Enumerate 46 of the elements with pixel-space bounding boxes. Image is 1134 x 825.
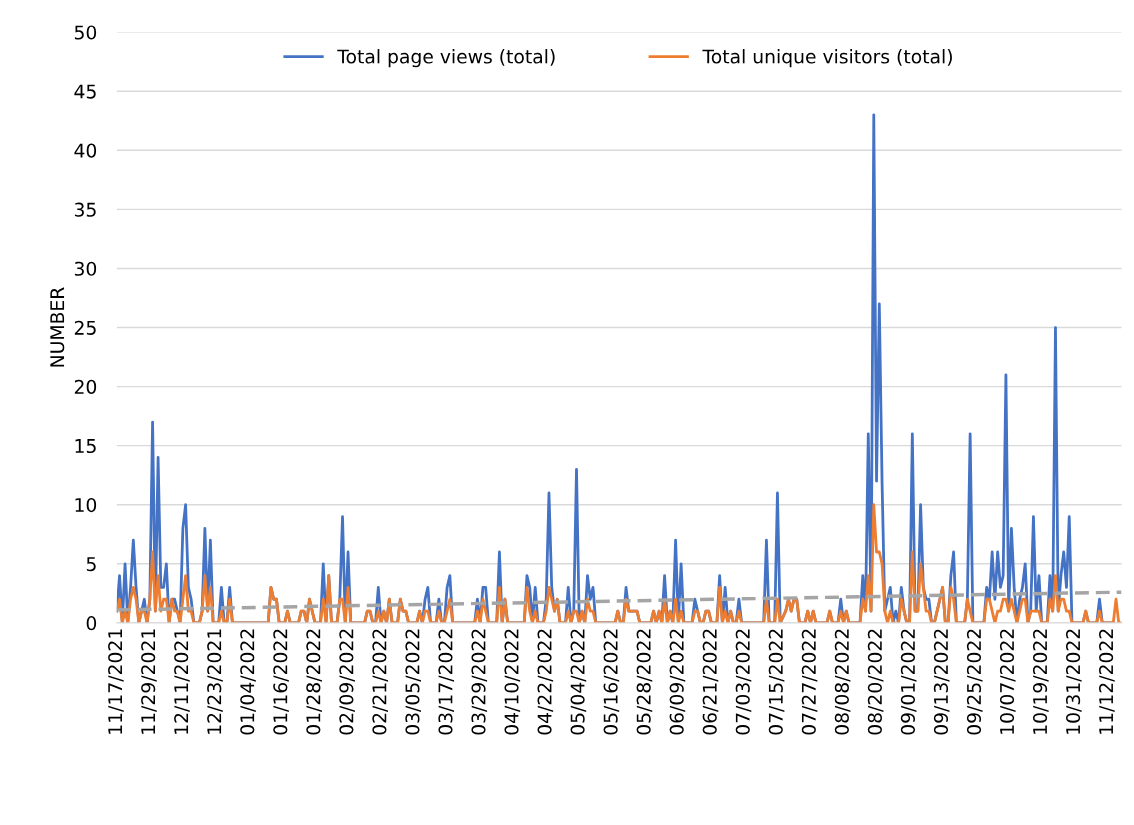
x-tick-label: 11/12/2022 (1099, 629, 1115, 734)
x-tick-label: 09/25/2022 (966, 629, 983, 735)
y-tick-label: 50 (74, 25, 97, 40)
x-tick-label: 07/03/2022 (735, 629, 752, 735)
x-tick-label: 05/16/2022 (603, 629, 620, 735)
x-tick-label: 10/19/2022 (1032, 629, 1049, 734)
line-series (116, 503, 1122, 623)
x-tick-label: 05/04/2022 (570, 629, 587, 735)
x-tick-label: 07/27/2022 (801, 629, 818, 735)
y-tick-label: 0 (86, 616, 97, 631)
x-tick-label: 06/09/2022 (669, 629, 686, 735)
x-tick-label: 12/23/2021 (207, 629, 223, 734)
y-tick-label: 30 (74, 261, 97, 276)
y-axis-title: NUMBER (50, 287, 65, 367)
x-tick-label: 08/08/2022 (834, 629, 851, 735)
x-tick-label: 01/04/2022 (240, 629, 256, 735)
x-tick-label: 03/17/2022 (438, 629, 455, 735)
y-tick-label: 40 (74, 143, 97, 158)
x-tick-label: 09/01/2022 (900, 629, 917, 735)
x-tick-label: 03/29/2022 (471, 629, 488, 735)
x-tick-label: 02/21/2022 (372, 629, 388, 735)
x-tick-label: 10/07/2022 (999, 629, 1016, 734)
x-tick-label: 04/10/2022 (504, 629, 521, 735)
x-tick-label: 07/15/2022 (768, 629, 785, 735)
x-tick-label: 10/31/2022 (1065, 629, 1082, 734)
y-tick-label: 20 (74, 379, 97, 394)
y-tick-label: 5 (86, 557, 96, 572)
x-tick-label: 04/22/2022 (537, 629, 554, 735)
x-tick-label: 11/29/2021 (141, 629, 157, 734)
legend-label: Total page views (total) (337, 49, 555, 68)
y-tick-label: 15 (75, 439, 96, 454)
x-tick-label: 01/16/2022 (273, 629, 289, 735)
x-tick-label: 02/09/2022 (339, 629, 355, 735)
x-tick-label: 03/05/2022 (405, 629, 421, 735)
legend-label: Total unique visitors (total) (702, 49, 952, 68)
x-tick-label: 09/13/2022 (933, 629, 950, 735)
x-tick-label: 12/11/2021 (174, 629, 190, 734)
x-tick-label: 05/28/2022 (636, 629, 653, 735)
x-tick-label: 08/20/2022 (867, 629, 884, 735)
y-tick-label: 35 (74, 202, 96, 217)
x-tick-label: 01/28/2022 (306, 629, 322, 735)
y-tick-label: 25 (74, 320, 96, 335)
x-tick-label: 11/17/2021 (108, 629, 124, 734)
y-tick-label: 45 (74, 84, 96, 99)
y-tick-label: 10 (75, 497, 97, 513)
x-tick-label: 06/21/2022 (702, 629, 719, 735)
